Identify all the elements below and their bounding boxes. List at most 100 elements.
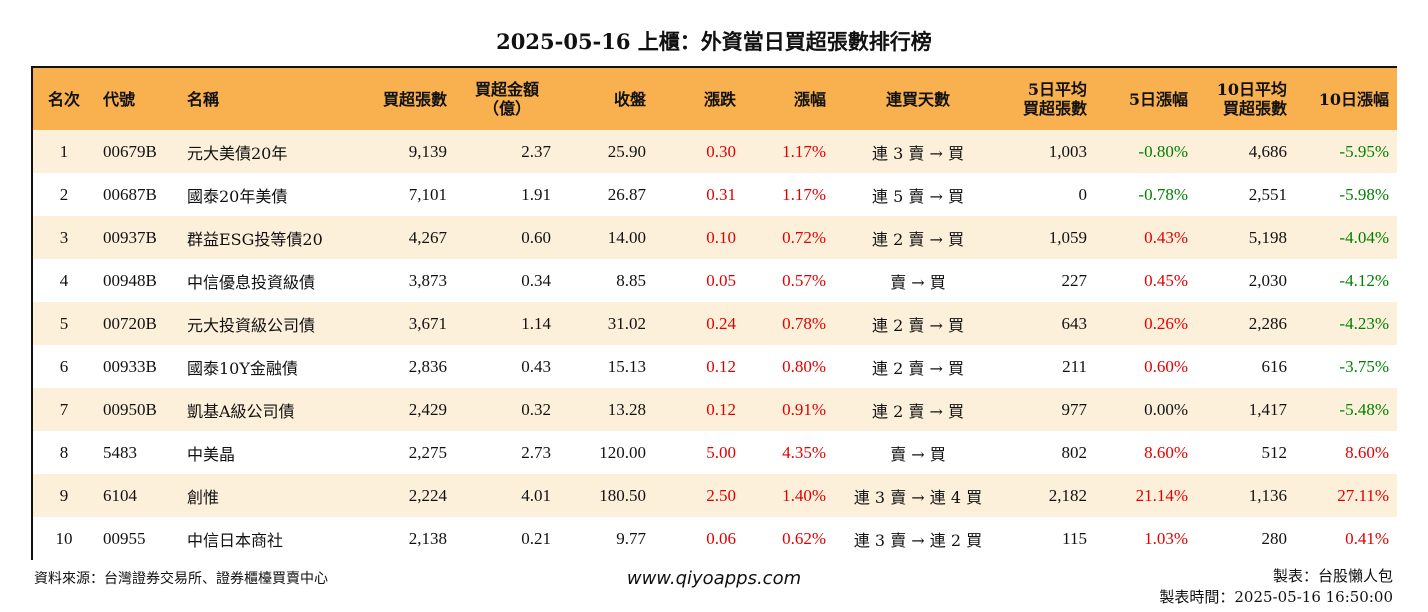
cell-pct10: -4.04% <box>1339 227 1389 247</box>
header-avg10: 10日平均 買超張數 <box>1216 80 1287 118</box>
cell-pct: 1.17% <box>782 141 826 161</box>
cell-net-buy: 2,429 <box>408 399 447 419</box>
cell-pct5: 21.14% <box>1135 485 1188 505</box>
cell-amount: 1.14 <box>521 313 551 333</box>
cell-avg5: 0 <box>1078 184 1088 204</box>
cell-avg10: 5,198 <box>1248 227 1287 247</box>
cell-name: 群益ESG投等債20 <box>187 229 323 249</box>
cell-rank: 3 <box>59 227 69 247</box>
cell-pct10: 0.41% <box>1345 528 1389 548</box>
header-code: 代號 <box>103 89 136 109</box>
cell-pct10: -3.75% <box>1339 356 1389 376</box>
cell-name: 元大美債20年 <box>187 143 288 163</box>
cell-rank: 9 <box>59 485 69 505</box>
cell-pct10: -4.23% <box>1339 313 1389 333</box>
table-row: 4 00948B 中信優息投資級債 3,873 0.34 8.85 0.05 0.57% 賣 →… <box>33 259 1397 302</box>
cell-name: 中信優息投資級債 <box>187 272 316 292</box>
cell-streak: 連 2 賣 → 買 <box>872 358 964 378</box>
header-change: 漲跌 <box>703 89 736 109</box>
cell-rank: 8 <box>59 442 69 462</box>
cell-pct: 0.62% <box>782 528 826 548</box>
cell-pct: 1.40% <box>782 485 826 505</box>
header-pct5: 5日漲幅 <box>1128 89 1188 109</box>
cell-change: 0.05 <box>706 270 736 290</box>
cell-avg5: 227 <box>1061 270 1088 290</box>
cell-net-buy: 2,138 <box>408 528 447 548</box>
table-row: 3 00937B 群益ESG投等債20 4,267 0.60 14.00 0.10 0.72%… <box>33 216 1397 259</box>
cell-streak: 賣 → 買 <box>890 272 946 292</box>
header-name: 名稱 <box>187 89 220 109</box>
cell-pct5: 0.45% <box>1144 270 1188 290</box>
cell-amount: 0.60 <box>521 227 551 247</box>
cell-name: 中信日本商社 <box>187 530 284 550</box>
cell-change: 0.06 <box>706 528 736 548</box>
table-row: 2 00687B 國泰20年美債 7,101 1.91 26.87 0.31 1.17% 連 5… <box>33 173 1397 216</box>
header-close: 收盤 <box>613 89 646 109</box>
cell-pct10: -5.48% <box>1339 399 1389 419</box>
cell-net-buy: 9,139 <box>408 141 447 161</box>
website-url: www.qiyoapps.com <box>626 568 802 589</box>
cell-rank: 4 <box>59 270 69 290</box>
maker-info: 製表：台股懶人包 製表時間：2025-05-16 16:50:00 <box>1159 566 1393 608</box>
cell-net-buy: 3,873 <box>408 270 447 290</box>
cell-streak: 賣 → 買 <box>890 444 946 464</box>
cell-avg5: 977 <box>1061 399 1088 419</box>
cell-avg5: 211 <box>1062 356 1087 376</box>
cell-pct: 0.91% <box>782 399 826 419</box>
cell-pct5: -0.78% <box>1138 184 1188 204</box>
cell-name: 國泰10Y金融債 <box>187 358 298 378</box>
cell-code: 5483 <box>103 442 137 462</box>
cell-rank: 1 <box>59 141 69 161</box>
cell-net-buy: 2,275 <box>408 442 447 462</box>
cell-streak: 連 5 賣 → 買 <box>872 186 964 206</box>
cell-close: 25.90 <box>607 141 646 161</box>
cell-code: 00679B <box>103 141 157 161</box>
maker-label: 製表：台股懶人包 <box>1272 567 1393 585</box>
header-pct: 漲幅 <box>793 89 826 109</box>
cell-pct: 0.72% <box>782 227 826 247</box>
cell-close: 8.85 <box>616 270 646 290</box>
cell-pct5: 0.43% <box>1144 227 1188 247</box>
table-row: 1 00679B 元大美債20年 9,139 2.37 25.90 0.30 1.17% 連 3… <box>33 130 1397 173</box>
cell-close: 31.02 <box>607 313 646 333</box>
header-avg5: 5日平均 買超張數 <box>1022 80 1087 118</box>
table-row: 7 00950B 凱基A級公司債 2,429 0.32 13.28 0.12 0.91% 連 2… <box>33 388 1397 431</box>
cell-change: 5.00 <box>706 442 736 462</box>
cell-amount: 0.34 <box>521 270 551 290</box>
cell-streak: 連 3 賣 → 買 <box>872 143 964 163</box>
cell-code: 00948B <box>103 270 157 290</box>
cell-pct5: 1.03% <box>1144 528 1188 548</box>
cell-code: 00933B <box>103 356 157 376</box>
cell-amount: 4.01 <box>521 485 551 505</box>
cell-change: 0.12 <box>706 356 736 376</box>
cell-name: 國泰20年美債 <box>187 186 288 206</box>
cell-avg5: 1,059 <box>1048 227 1087 247</box>
cell-streak: 連 2 賣 → 買 <box>872 229 964 249</box>
cell-code: 00687B <box>103 184 157 204</box>
cell-avg10: 2,030 <box>1248 270 1287 290</box>
cell-close: 9.77 <box>616 528 646 548</box>
cell-pct5: 0.26% <box>1144 313 1188 333</box>
header-rank: 名次 <box>47 89 80 109</box>
cell-amount: 0.21 <box>521 528 551 548</box>
cell-pct5: -0.80% <box>1138 141 1188 161</box>
ranking-table-container: 名次 代號 名稱 買超張數 買超金額 （億） 收盤 漲跌 漲幅 連買天數 5日平均… <box>31 66 1397 560</box>
cell-avg5: 802 <box>1061 442 1088 462</box>
cell-close: 14.00 <box>607 227 646 247</box>
cell-pct10: -5.98% <box>1339 184 1389 204</box>
cell-change: 0.30 <box>706 141 736 161</box>
table-row: 8 5483 中美晶 2,275 2.73 120.00 5.00 4.35% 賣 → 買 802… <box>33 431 1397 474</box>
cell-change: 2.50 <box>706 485 736 505</box>
table-body: 1 00679B 元大美債20年 9,139 2.37 25.90 0.30 1.17% 連 3… <box>33 130 1397 560</box>
cell-amount: 1.91 <box>521 184 551 204</box>
cell-pct10: 8.60% <box>1345 442 1389 462</box>
header-net-buy: 買超張數 <box>382 89 447 109</box>
cell-close: 15.13 <box>607 356 646 376</box>
cell-avg10: 512 <box>1261 442 1288 462</box>
cell-pct: 4.35% <box>782 442 826 462</box>
cell-streak: 連 2 賣 → 買 <box>872 315 964 335</box>
header-streak: 連買天數 <box>885 89 950 109</box>
table-row: 5 00720B 元大投資級公司債 3,671 1.14 31.02 0.24 0.78% 連 … <box>33 302 1397 345</box>
cell-change: 0.10 <box>706 227 736 247</box>
cell-code: 00950B <box>103 399 157 419</box>
